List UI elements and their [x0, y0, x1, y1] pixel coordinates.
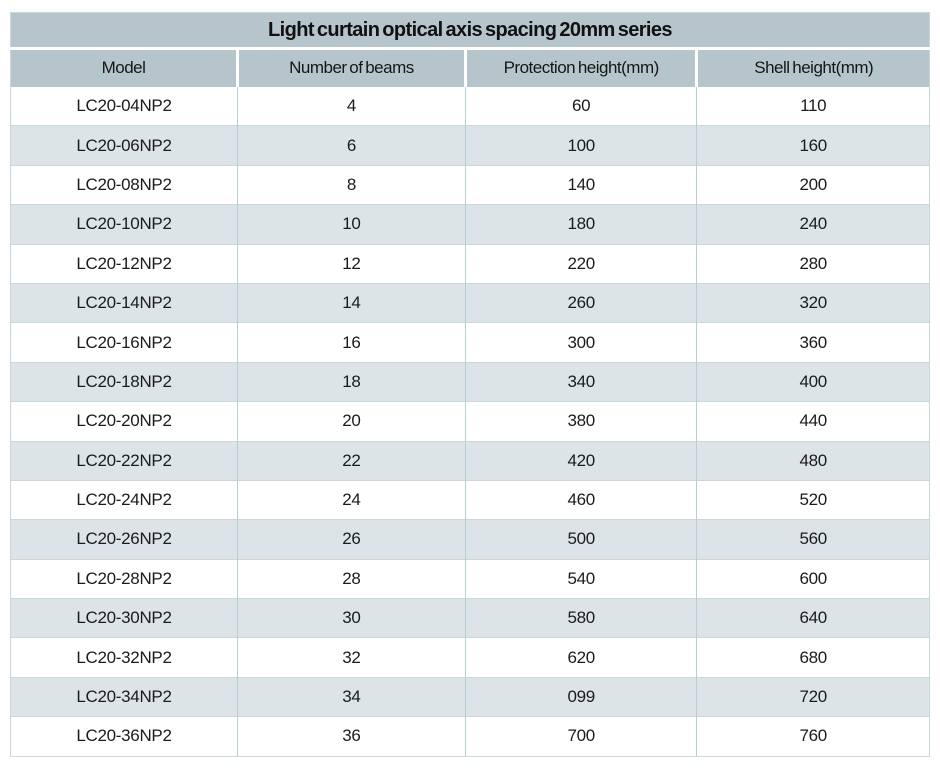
table-head: Light curtain optical axis spacing 20mm …	[10, 12, 930, 87]
cell-protection-height: 340	[464, 361, 697, 402]
table-row: LC20-16NP2 16 300 360	[10, 322, 930, 363]
column-header-beams: Number of beams	[235, 48, 466, 87]
cell-protection-height: 260	[464, 282, 697, 323]
cell-shell-height: 520	[696, 479, 930, 520]
table-row: LC20-18NP2 18 340 400	[10, 361, 930, 402]
table-row: LC20-30NP2 30 580 640	[10, 598, 930, 638]
cell-beams: 24	[236, 479, 466, 520]
cell-beams: 26	[236, 519, 466, 560]
cell-model: LC20-34NP2	[10, 676, 238, 717]
cell-beams: 14	[236, 282, 466, 323]
cell-protection-height: 580	[464, 598, 697, 638]
table-row: LC20-32NP2 32 620 680	[10, 637, 930, 678]
cell-shell-height: 480	[696, 440, 930, 481]
cell-beams: 16	[236, 322, 466, 363]
cell-beams: 6	[236, 125, 466, 166]
column-header-shell-height: Shell height(mm)	[695, 48, 930, 87]
cell-shell-height: 640	[696, 598, 930, 638]
cell-shell-height: 760	[696, 716, 930, 757]
cell-protection-height: 300	[464, 322, 697, 363]
cell-beams: 22	[236, 440, 466, 481]
cell-beams: 30	[236, 598, 466, 638]
table-row: LC20-22NP2 22 420 480	[10, 440, 930, 481]
table-row: LC20-08NP2 8 140 200	[10, 164, 930, 205]
cell-model: LC20-04NP2	[10, 86, 238, 126]
cell-shell-height: 320	[696, 282, 930, 323]
title-row: Light curtain optical axis spacing 20mm …	[10, 12, 930, 50]
cell-protection-height: 60	[464, 86, 697, 126]
table-row: LC20-06NP2 6 100 160	[10, 125, 930, 166]
cell-shell-height: 360	[696, 322, 930, 363]
cell-model: LC20-22NP2	[10, 440, 238, 481]
table-row: LC20-04NP2 4 60 110	[10, 86, 930, 126]
cell-shell-height: 160	[696, 125, 930, 166]
cell-model: LC20-18NP2	[10, 361, 238, 402]
table-body: LC20-04NP2 4 60 110 LC20-06NP2 6 100 160 LC20-08…	[10, 86, 930, 757]
column-header-protection-height: Protection height(mm)	[463, 48, 697, 87]
table-row: LC20-26NP2 26 500 560	[10, 519, 930, 560]
cell-beams: 36	[236, 716, 466, 757]
table-row: LC20-12NP2 12 220 280	[10, 243, 930, 284]
table-title: Light curtain optical axis spacing 20mm …	[10, 12, 930, 50]
cell-shell-height: 560	[696, 519, 930, 560]
cell-model: LC20-26NP2	[10, 519, 238, 560]
cell-model: LC20-08NP2	[10, 164, 238, 205]
cell-beams: 8	[236, 164, 466, 205]
cell-protection-height: 140	[464, 164, 697, 205]
cell-shell-height: 280	[696, 243, 930, 284]
cell-beams: 32	[236, 637, 466, 678]
cell-protection-height: 620	[464, 637, 697, 678]
cell-model: LC20-12NP2	[10, 243, 238, 284]
spec-table: Light curtain optical axis spacing 20mm …	[10, 12, 930, 757]
column-header-model: Model	[10, 48, 238, 87]
table-row: LC20-14NP2 14 260 320	[10, 282, 930, 323]
cell-shell-height: 720	[696, 676, 930, 717]
header-row: Model Number of beams Protection height(…	[10, 48, 930, 87]
cell-shell-height: 110	[696, 86, 930, 126]
cell-shell-height: 440	[696, 401, 930, 442]
cell-model: LC20-30NP2	[10, 598, 238, 638]
cell-beams: 12	[236, 243, 466, 284]
cell-protection-height: 540	[464, 558, 697, 599]
cell-model: LC20-14NP2	[10, 282, 238, 323]
cell-beams: 28	[236, 558, 466, 599]
cell-protection-height: 380	[464, 401, 697, 442]
cell-model: LC20-16NP2	[10, 322, 238, 363]
cell-protection-height: 099	[464, 676, 697, 717]
cell-beams: 10	[236, 204, 466, 245]
cell-shell-height: 680	[696, 637, 930, 678]
cell-model: LC20-28NP2	[10, 558, 238, 599]
cell-shell-height: 240	[696, 204, 930, 245]
cell-model: LC20-10NP2	[10, 204, 238, 245]
cell-protection-height: 700	[464, 716, 697, 757]
cell-model: LC20-36NP2	[10, 716, 238, 757]
table-row: LC20-20NP2 20 380 440	[10, 401, 930, 442]
cell-model: LC20-24NP2	[10, 479, 238, 520]
cell-beams: 18	[236, 361, 466, 402]
cell-protection-height: 100	[464, 125, 697, 166]
cell-protection-height: 460	[464, 479, 697, 520]
cell-protection-height: 220	[464, 243, 697, 284]
table-row: LC20-24NP2 24 460 520	[10, 479, 930, 520]
cell-beams: 20	[236, 401, 466, 442]
cell-shell-height: 600	[696, 558, 930, 599]
cell-protection-height: 500	[464, 519, 697, 560]
spec-table-container: Light curtain optical axis spacing 20mm …	[10, 12, 930, 757]
cell-model: LC20-20NP2	[10, 401, 238, 442]
table-row: LC20-10NP2 10 180 240	[10, 204, 930, 245]
cell-protection-height: 180	[464, 204, 697, 245]
cell-protection-height: 420	[464, 440, 697, 481]
table-row: LC20-36NP2 36 700 760	[10, 716, 930, 757]
cell-shell-height: 200	[696, 164, 930, 205]
cell-beams: 34	[236, 676, 466, 717]
cell-shell-height: 400	[696, 361, 930, 402]
cell-model: LC20-06NP2	[10, 125, 238, 166]
table-row: LC20-34NP2 34 099 720	[10, 676, 930, 717]
table-row: LC20-28NP2 28 540 600	[10, 558, 930, 599]
cell-beams: 4	[236, 86, 466, 126]
cell-model: LC20-32NP2	[10, 637, 238, 678]
